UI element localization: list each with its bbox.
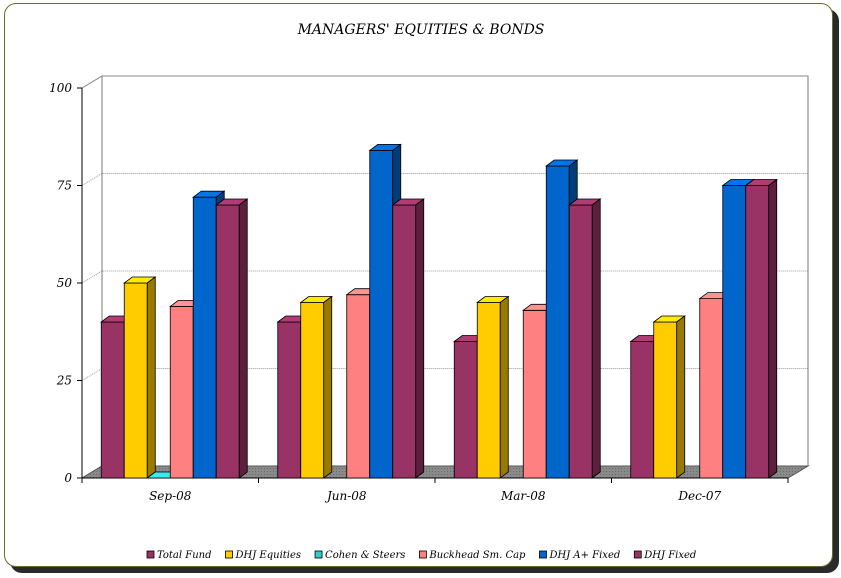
legend-swatch bbox=[146, 550, 155, 559]
bar-front bbox=[369, 149, 394, 479]
legend-label: Cohen & Steers bbox=[325, 550, 405, 561]
bar-front bbox=[545, 165, 570, 479]
bar-front bbox=[522, 309, 547, 479]
legend-swatch bbox=[225, 550, 233, 559]
bar-front bbox=[169, 305, 194, 479]
x-tick-label: Sep-08 bbox=[149, 489, 192, 503]
y-tick-label: 0 bbox=[64, 471, 72, 485]
bar-front bbox=[699, 298, 724, 479]
legend-label: Total Fund bbox=[157, 550, 212, 561]
bar-front bbox=[215, 204, 240, 479]
side-wall bbox=[81, 75, 103, 479]
bar-front bbox=[476, 302, 501, 479]
bar bbox=[299, 295, 333, 479]
y-tick-label: 100 bbox=[49, 81, 72, 95]
bar-front bbox=[392, 204, 417, 479]
x-tick-label: Dec-07 bbox=[677, 489, 721, 503]
bar-front bbox=[745, 185, 770, 479]
bar-front bbox=[123, 282, 148, 479]
legend-label: Buckhead Sm. Cap bbox=[428, 550, 526, 561]
bar-front bbox=[722, 185, 747, 479]
bar bbox=[123, 276, 157, 479]
bar-front bbox=[277, 321, 302, 479]
bar-side bbox=[499, 295, 509, 479]
bar-front bbox=[100, 321, 125, 479]
x-tick-label: Mar-08 bbox=[500, 489, 546, 503]
bar-front bbox=[346, 294, 371, 479]
bar-front bbox=[453, 341, 478, 479]
bar bbox=[652, 315, 686, 479]
legend-label: DHJ Equities bbox=[235, 550, 302, 561]
bar-front bbox=[630, 341, 655, 479]
legend-swatch bbox=[419, 550, 427, 559]
bar bbox=[744, 178, 778, 479]
y-tick-label: 75 bbox=[57, 179, 72, 193]
bar bbox=[391, 198, 425, 479]
chart-title: MANAGERS' EQUITIES & BONDS bbox=[297, 22, 545, 38]
y-tick-label: 50 bbox=[57, 276, 73, 290]
legend-label: DHJ A+ Fixed bbox=[548, 550, 620, 561]
legend-label: DHJ Fixed bbox=[643, 550, 696, 561]
bar-side bbox=[591, 198, 601, 479]
bar-front bbox=[568, 204, 593, 479]
x-tick-label: Jun-08 bbox=[324, 489, 367, 503]
bar bbox=[215, 198, 249, 479]
legend-item: Cohen & Steers bbox=[314, 550, 405, 561]
legend-item: Buckhead Sm. Cap bbox=[419, 550, 526, 561]
bar-front bbox=[300, 302, 325, 479]
bar-side bbox=[676, 315, 686, 479]
legend-item: Total Fund bbox=[146, 550, 212, 561]
legend-item: DHJ Equities bbox=[225, 550, 302, 561]
bar-front bbox=[653, 321, 678, 479]
legend-swatch bbox=[539, 550, 547, 559]
bar-side bbox=[146, 276, 156, 479]
bar-side bbox=[238, 198, 248, 479]
y-tick-label: 25 bbox=[56, 374, 72, 388]
bar-side bbox=[323, 295, 333, 479]
bar bbox=[476, 295, 510, 479]
legend-item: DHJ A+ Fixed bbox=[539, 550, 620, 561]
legend-item: DHJ Fixed bbox=[633, 550, 696, 561]
legend-swatch bbox=[633, 550, 642, 559]
bar-side bbox=[768, 178, 778, 479]
legend-swatch bbox=[314, 550, 323, 559]
bar bbox=[568, 198, 602, 479]
bar-front bbox=[192, 196, 217, 479]
bar-side bbox=[415, 198, 425, 479]
